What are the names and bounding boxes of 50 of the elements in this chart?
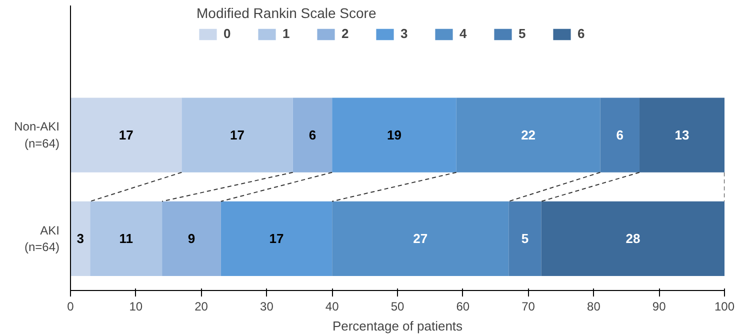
data-label: 6 [308,128,316,143]
data-label: 5 [521,231,529,246]
x-tick-label: 60 [456,300,470,314]
bar [70,201,90,276]
x-tick-label: 20 [194,300,208,314]
bar [332,98,456,172]
bar [90,201,162,276]
legend-label: 5 [518,26,527,41]
y-tick-label: Non-AKI (n=64) [14,120,60,150]
data-label: 17 [269,231,284,246]
data-label: 28 [626,231,640,246]
x-tick-label: 50 [390,300,404,314]
bar [508,201,542,276]
bar [456,98,600,172]
legend-label: 6 [578,26,586,41]
bar [292,98,332,172]
data-label: 17 [118,128,134,143]
bar [332,201,509,276]
data-label: 11 [119,231,133,246]
data-label: 13 [674,128,690,143]
x-tick-label: 80 [587,300,601,314]
data-label: 6 [616,128,624,143]
data-label: 27 [413,231,428,246]
bar [182,98,293,172]
data-label: 3 [76,231,84,246]
bar [162,201,221,276]
x-tick-label: 100 [714,300,735,314]
y-tick-label: AKI (n=64) [24,223,60,254]
data-label: 9 [188,231,196,246]
legend-label: 0 [224,26,232,41]
data-label: 22 [521,128,536,143]
bar [220,201,332,276]
x-tick-label: 70 [522,300,536,314]
legend-title: Modified Rankin Scale Score [196,5,378,21]
bar [70,98,182,172]
legend-label: 4 [460,26,468,41]
legend-label: 1 [282,26,291,41]
legend-label: 3 [400,26,409,41]
data-label: 19 [387,128,402,143]
bar [639,98,724,172]
data-label: 17 [230,128,245,143]
x-tick-label: 10 [129,300,143,314]
bar [541,201,724,276]
x-tick-label: 0 [67,300,74,314]
bar [600,98,640,172]
x-tick-label: 30 [260,300,274,314]
x-tick-label: 40 [325,300,340,314]
legend-label: 2 [342,26,350,41]
x-axis-title: Percentage of patients [332,318,464,334]
x-tick-label: 90 [652,300,666,314]
